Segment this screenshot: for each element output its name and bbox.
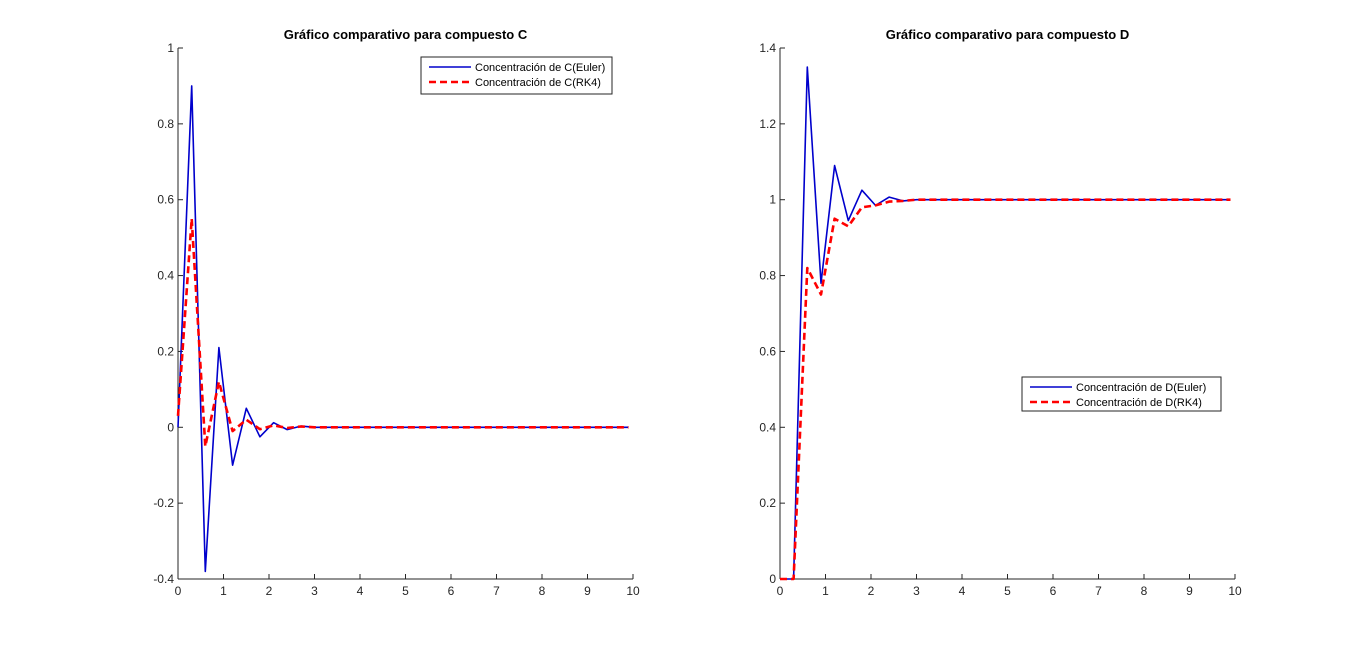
- x-tick-label: 1: [220, 584, 227, 598]
- series-line-0: [177, 85, 629, 573]
- series-line-0: [780, 66, 1231, 580]
- x-tick-label: 7: [1095, 584, 1102, 598]
- x-tick-label: 5: [1004, 584, 1011, 598]
- x-tick-label: 2: [266, 584, 273, 598]
- x-tick-label: 7: [493, 584, 500, 598]
- x-tick-label: 10: [1228, 584, 1242, 598]
- y-tick-label: -0.4: [153, 572, 174, 586]
- x-tick-label: 10: [626, 584, 640, 598]
- x-tick-label: 3: [913, 584, 920, 598]
- legend: Concentración de D(Euler) Concentración d…: [1021, 376, 1222, 412]
- x-tick-label: 9: [584, 584, 591, 598]
- legend: Concentración de C(Euler) Concentración d…: [420, 56, 613, 95]
- legend-box: [420, 56, 613, 95]
- x-tick-label: 4: [357, 584, 364, 598]
- chart-1: 0 1 2 3 4 5 6 7 8 9 10 0 0.2 0.4 0.6 0.8 1 1.2 1.4 Gráfico …: [759, 27, 1242, 598]
- legend-entry: Concentración de C(RK4): [475, 77, 601, 89]
- x-tick-label: 5: [402, 584, 409, 598]
- legend-box: [1021, 376, 1222, 412]
- x-tick-label: 9: [1186, 584, 1193, 598]
- y-tick-label: 0.8: [157, 117, 174, 131]
- chart-title: Gráfico comparativo para compuesto D: [886, 27, 1129, 42]
- y-tick-label: 1.4: [759, 41, 776, 55]
- x-tick-label: 4: [959, 584, 966, 598]
- x-tick-label: 6: [448, 584, 455, 598]
- x-tick-label: 3: [311, 584, 318, 598]
- x-tick-label: 2: [868, 584, 875, 598]
- y-tick-label: -0.2: [153, 496, 174, 510]
- legend-entry: Concentración de C(Euler): [475, 62, 605, 74]
- y-tick-label: 1: [167, 41, 174, 55]
- y-tick-label: 1: [769, 193, 776, 207]
- y-tick-label: 1.2: [759, 117, 776, 131]
- y-tick-label: 0: [167, 420, 174, 434]
- x-tick-label: 1: [822, 584, 829, 598]
- series-line-1: [780, 198, 1231, 581]
- legend-entry: Concentración de D(Euler): [1076, 382, 1206, 394]
- y-tick-label: 0.8: [759, 269, 776, 283]
- x-tick-label: 8: [1141, 584, 1148, 598]
- x-tick-label: 6: [1050, 584, 1057, 598]
- chart-0: 0 1 2 3 4 5 6 7 8 9 10 -0.4 -0.2 0 0.2 0.4 0.6 0.8 1 Gráfic…: [153, 27, 640, 598]
- y-tick-label: 0.4: [759, 420, 776, 434]
- y-tick-label: 0.6: [759, 344, 776, 358]
- series-line-1: [176, 217, 629, 448]
- y-tick-label: 0: [769, 572, 776, 586]
- x-tick-label: 0: [777, 584, 784, 598]
- y-tick-label: 0.6: [157, 193, 174, 207]
- y-tick-label: 0.2: [759, 496, 776, 510]
- y-tick-label: 0.2: [157, 344, 174, 358]
- y-tick-label: 0.4: [157, 269, 174, 283]
- chart-title: Gráfico comparativo para compuesto C: [284, 27, 528, 42]
- legend-entry: Concentración de D(RK4): [1076, 397, 1202, 409]
- x-tick-label: 8: [539, 584, 546, 598]
- x-tick-label: 0: [175, 584, 182, 598]
